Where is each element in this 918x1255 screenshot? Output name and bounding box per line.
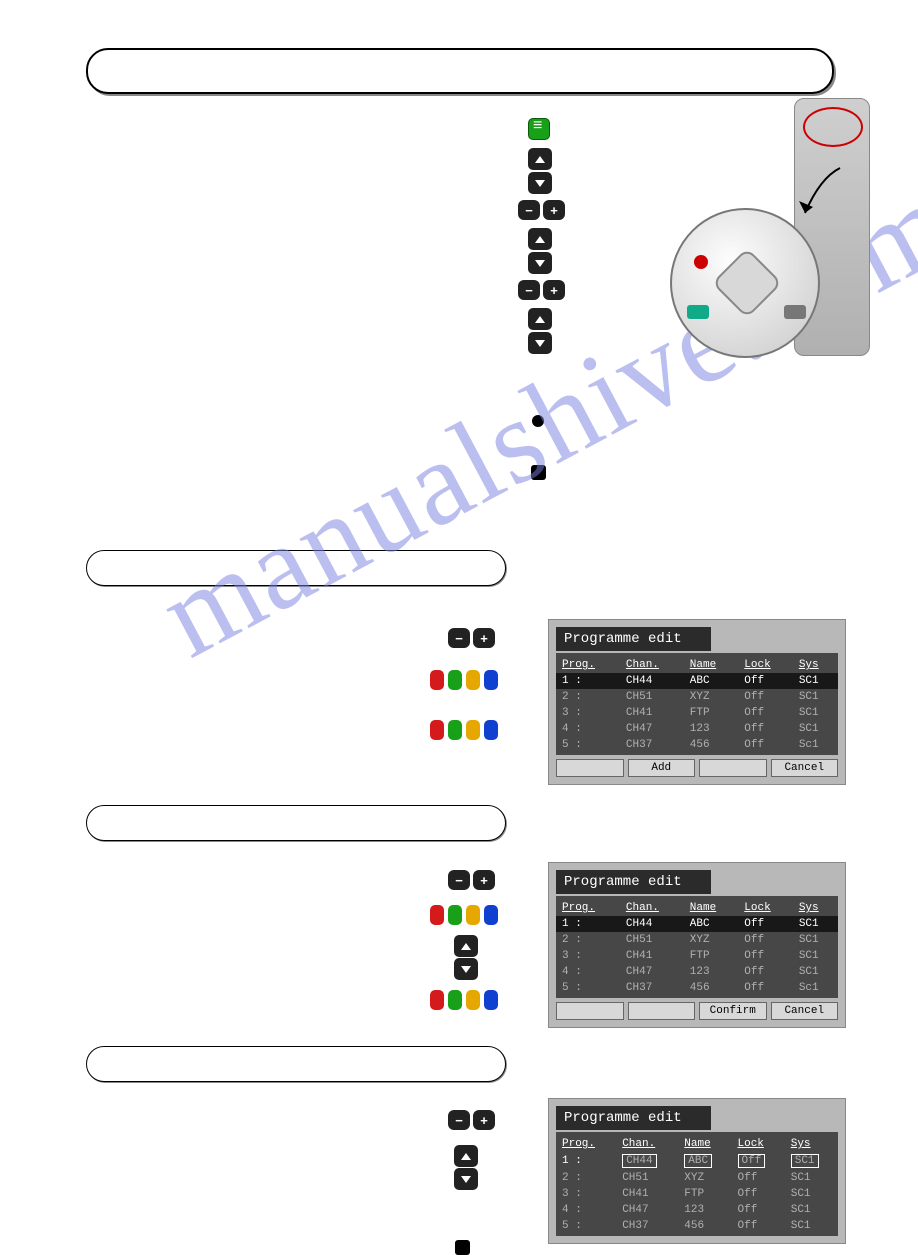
col-sys: Sys [793, 657, 838, 673]
footer-btn-add[interactable]: Add [628, 759, 696, 777]
section-box-1 [86, 550, 506, 586]
programme-table: Prog.Chan.NameLockSys 1 :CH44ABCOffSC1 2… [556, 900, 838, 996]
table-row: 4 :CH47123OffSC1 [556, 721, 838, 737]
table-row: 3 :CH41FTPOffSC1 [556, 705, 838, 721]
footer-btn-cancel[interactable]: Cancel [771, 1002, 839, 1020]
menu-icon [528, 118, 550, 140]
table-row: 5 :CH37456OffSc1 [556, 980, 838, 996]
title-box [86, 48, 834, 94]
footer-btn-confirm[interactable]: Confirm [699, 1002, 767, 1020]
programme-edit-osd-1: Programme edit Prog. Chan. Name Lock Sys… [548, 619, 846, 785]
table-row: 2 :CH51XYZOffSC1 [556, 1170, 838, 1186]
section-box-3 [86, 1046, 506, 1082]
nav-up-icon-s2 [454, 935, 478, 957]
table-row: 4 :CH47123OffSC1 [556, 964, 838, 980]
table-row: 3 :CH41FTPOffSC1 [556, 1186, 838, 1202]
programme-table: Prog.Chan.NameLockSys 1 : CH44 ABC Off S… [556, 1136, 838, 1234]
nav-down-icon-s3 [454, 1168, 478, 1190]
programme-table: Prog. Chan. Name Lock Sys 1 :CH44ABCOffS… [556, 657, 838, 753]
osd-footer: Confirm Cancel [556, 1002, 838, 1020]
remote-photo [670, 98, 870, 368]
section-box-2 [86, 805, 506, 841]
nav-down-icon-2 [528, 252, 552, 274]
table-row: 5 :CH37456OffSc1 [556, 737, 838, 753]
nav-up-icon-2 [528, 228, 552, 250]
lr-icon-s1: −+ [448, 628, 495, 648]
nav-up-icon-s3 [454, 1145, 478, 1167]
footer-btn-cancel[interactable]: Cancel [771, 759, 839, 777]
colour-buttons-s2b [430, 990, 498, 1010]
programme-edit-osd-3: Programme edit Prog.Chan.NameLockSys 1 :… [548, 1098, 846, 1244]
colour-buttons-s1b [430, 720, 498, 740]
table-row: 1 : CH44 ABC Off SC1 [556, 1152, 838, 1170]
nav-down-icon-s2 [454, 958, 478, 980]
osd-title: Programme edit [556, 870, 711, 894]
footer-btn[interactable] [699, 759, 767, 777]
osd-title: Programme edit [556, 1106, 711, 1130]
col-name: Name [684, 657, 739, 673]
table-row: 3 :CH41FTPOffSC1 [556, 948, 838, 964]
nav-left-right-icon-2: −+ [518, 280, 565, 300]
col-chan: Chan. [620, 657, 684, 673]
nav-down-icon [528, 172, 552, 194]
table-row: 4 :CH47123OffSC1 [556, 1202, 838, 1218]
footer-btn[interactable] [556, 759, 624, 777]
programme-edit-osd-2: Programme edit Prog.Chan.NameLockSys 1 :… [548, 862, 846, 1028]
table-row: 1 :CH44ABCOffSC1 [556, 673, 838, 689]
footer-btn[interactable] [556, 1002, 624, 1020]
table-row: 1 :CH44ABCOffSC1 [556, 916, 838, 932]
col-prog: Prog. [556, 657, 620, 673]
lr-icon-s2: −+ [448, 870, 495, 890]
bullet-dot-icon [532, 415, 544, 427]
footer-btn[interactable] [628, 1002, 696, 1020]
table-row: 2 :CH51XYZOffSC1 [556, 932, 838, 948]
osd-footer: Add Cancel [556, 759, 838, 777]
colour-buttons-s2a [430, 905, 498, 925]
nav-down-icon-3 [528, 332, 552, 354]
lr-icon-s3: −+ [448, 1110, 495, 1130]
nav-up-icon [528, 148, 552, 170]
bullet-square-icon [531, 465, 546, 480]
nav-left-right-icon: −+ [518, 200, 565, 220]
nav-up-icon-3 [528, 308, 552, 330]
table-row: 5 :CH37456OffSC1 [556, 1218, 838, 1234]
osd-title: Programme edit [556, 627, 711, 651]
bullet-square-icon-2 [455, 1240, 470, 1255]
col-lock: Lock [738, 657, 793, 673]
colour-buttons-s1a [430, 670, 498, 690]
table-row: 2 :CH51XYZOffSC1 [556, 689, 838, 705]
